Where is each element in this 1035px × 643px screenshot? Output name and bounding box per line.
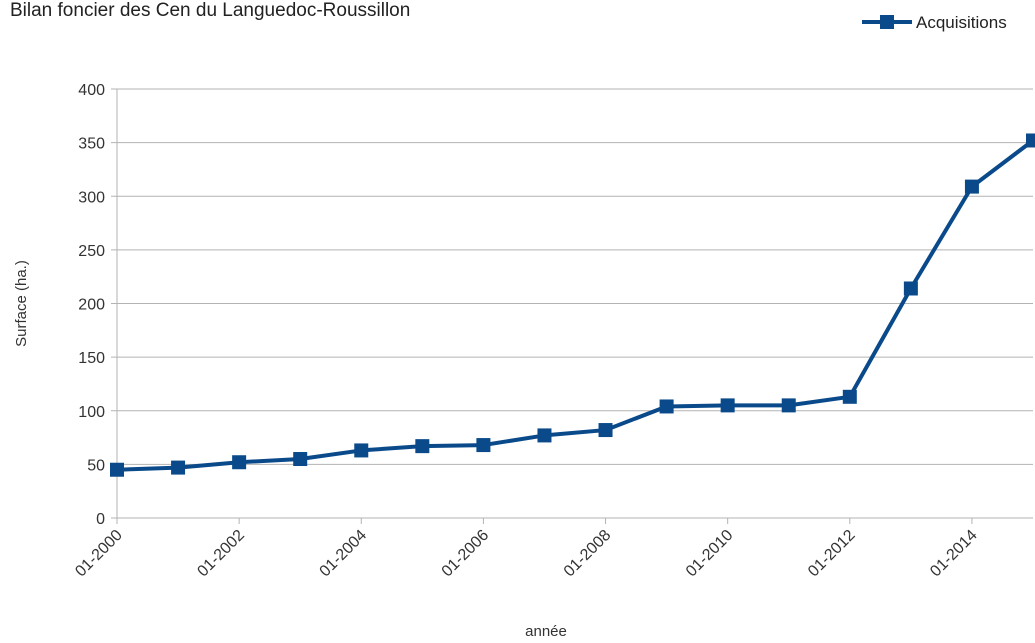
x-tick-label: 01-2014 bbox=[927, 527, 981, 581]
data-point bbox=[537, 428, 552, 443]
x-tick-label: 01-2002 bbox=[194, 527, 248, 581]
y-tick-label: 200 bbox=[78, 297, 105, 314]
legend-label: Acquisitions bbox=[916, 13, 1007, 32]
data-point bbox=[293, 452, 308, 467]
x-tick-label: 01-2006 bbox=[439, 527, 493, 581]
y-tick-label: 400 bbox=[78, 82, 105, 99]
data-point bbox=[171, 460, 186, 475]
data-point bbox=[110, 462, 124, 477]
legend: Acquisitions bbox=[862, 13, 1007, 32]
legend-marker bbox=[880, 15, 894, 29]
series-acquisitions bbox=[110, 133, 1035, 477]
y-tick-label: 0 bbox=[96, 511, 105, 528]
y-tick-label: 350 bbox=[78, 136, 105, 153]
data-point bbox=[476, 438, 491, 453]
series-line bbox=[116, 138, 1035, 472]
data-point bbox=[598, 423, 613, 438]
y-axis-ticks: 0 50 100 150 200 250 300 350 400 bbox=[78, 82, 105, 528]
axes bbox=[116, 89, 1033, 519]
grid-lines bbox=[111, 88, 1033, 519]
x-axis-ticks: 01-2000 01-2002 01-2004 01-2006 01-2008 01-20… bbox=[72, 518, 981, 580]
y-tick-label: 150 bbox=[78, 350, 105, 367]
chart-title: Bilan foncier des Cen du Languedoc-Rouss… bbox=[10, 0, 411, 21]
y-tick-label: 50 bbox=[87, 457, 105, 474]
data-point bbox=[781, 398, 796, 413]
x-tick-label: 01-2004 bbox=[317, 527, 371, 581]
data-point bbox=[354, 443, 369, 458]
data-point bbox=[659, 399, 674, 414]
data-point bbox=[1026, 133, 1035, 148]
y-tick-label: 300 bbox=[78, 189, 105, 206]
y-tick-label: 250 bbox=[78, 243, 105, 260]
x-tick-label: 01-2012 bbox=[805, 527, 859, 581]
x-tick-label: 01-2000 bbox=[72, 527, 126, 581]
x-tick-label: 01-2008 bbox=[561, 527, 615, 581]
data-point bbox=[232, 455, 247, 470]
data-point bbox=[903, 281, 918, 296]
y-tick-label: 100 bbox=[78, 404, 105, 421]
y-axis-title: Surface (ha.) bbox=[13, 260, 30, 347]
data-point bbox=[720, 398, 735, 413]
data-point bbox=[842, 389, 857, 404]
data-point bbox=[415, 439, 430, 454]
x-axis-title: année bbox=[525, 623, 567, 640]
data-point bbox=[964, 179, 979, 194]
x-tick-label: 01-2010 bbox=[683, 527, 737, 581]
